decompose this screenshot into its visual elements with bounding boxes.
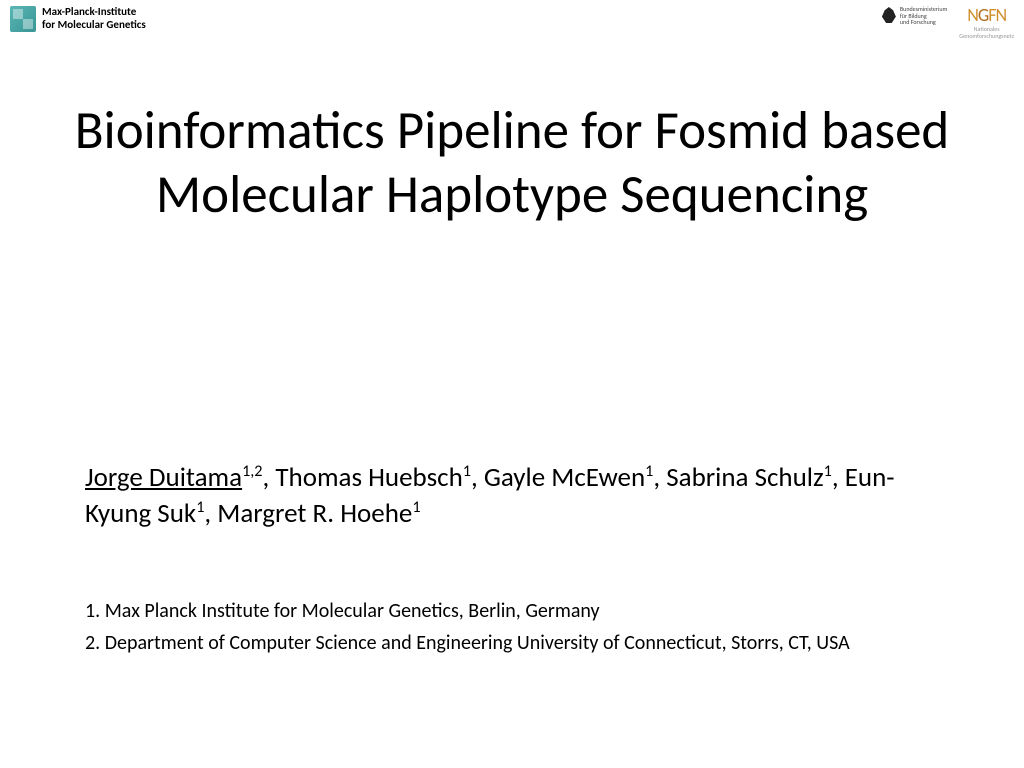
author-6-name: Margret R. Hoehe — [217, 497, 412, 530]
sep: , — [263, 461, 276, 494]
author-4-sup: 1 — [824, 462, 832, 481]
author-3-name: Gayle McEwen — [484, 461, 645, 494]
slide-title: Bioinformatics Pipeline for Fosmid based… — [40, 100, 984, 227]
mpi-institute-name: Max-Planck-Institute for Molecular Genet… — [42, 6, 146, 31]
sep: , — [653, 461, 666, 494]
ngfn-subtitle: Nationales Genomforschungsnetz — [959, 26, 1014, 39]
author-2-sup: 1 — [463, 462, 471, 481]
header: Max-Planck-Institute for Molecular Genet… — [0, 0, 1024, 50]
bmbf-logo: Bundesministerium für Bildung und Forsch… — [882, 6, 947, 26]
sep: , — [832, 461, 845, 494]
affiliation-list: 1. Max Planck Institute for Molecular Ge… — [85, 595, 939, 659]
ngfn-sub2: Genomforschungsnetz — [959, 32, 1014, 40]
mpi-icon — [10, 6, 36, 32]
mpi-logo-block: Max-Planck-Institute for Molecular Genet… — [10, 6, 146, 32]
author-1-sup: 1,2 — [242, 462, 262, 481]
right-logo-block: Bundesministerium für Bildung und Forsch… — [882, 6, 1014, 39]
author-6-sup: 1 — [412, 498, 420, 517]
sep: , — [204, 497, 217, 530]
mpi-line1: Max-Planck-Institute — [42, 5, 136, 18]
mpi-line2: for Molecular Genetics — [42, 18, 146, 31]
affiliation-1: 1. Max Planck Institute for Molecular Ge… — [85, 595, 939, 627]
eagle-icon — [882, 7, 896, 23]
bmbf-text: Bundesministerium für Bildung und Forsch… — [900, 6, 947, 26]
sep: , — [471, 461, 484, 494]
ngfn-text: NGFN — [967, 6, 1006, 24]
affiliation-2: 2. Department of Computer Science and En… — [85, 627, 939, 659]
ngfn-logo: NGFN Nationales Genomforschungsnetz — [959, 6, 1014, 39]
author-4-name: Sabrina Schulz — [666, 461, 823, 494]
author-1-name: Jorge Duitama — [85, 461, 242, 494]
bmbf-line3: und Forschung — [900, 18, 936, 26]
author-2-name: Thomas Huebsch — [275, 461, 462, 494]
author-list: Jorge Duitama1,2, Thomas Huebsch1, Gayle… — [85, 460, 939, 533]
